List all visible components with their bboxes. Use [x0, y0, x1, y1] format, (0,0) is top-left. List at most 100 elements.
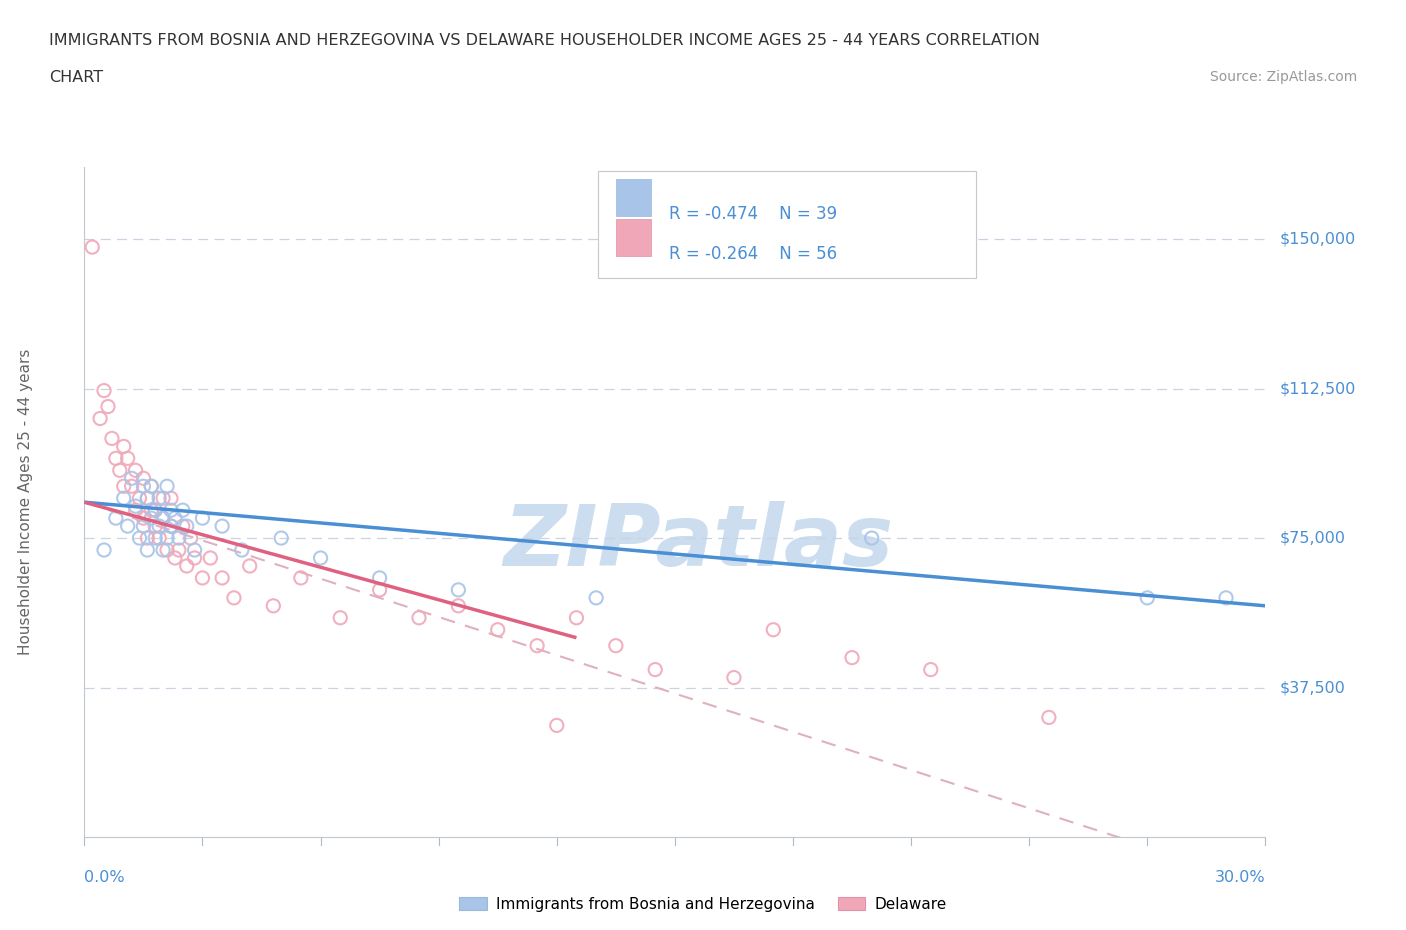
Point	[121, 471, 143, 485]
Point	[89, 411, 111, 426]
Point	[160, 491, 183, 506]
Point	[309, 551, 332, 565]
Text: Source: ZipAtlas.com: Source: ZipAtlas.com	[1209, 70, 1357, 84]
Text: ZIPatlas: ZIPatlas	[503, 501, 894, 584]
Point	[148, 531, 170, 546]
Point	[920, 662, 942, 677]
Point	[117, 519, 139, 534]
Point	[152, 511, 174, 525]
Point	[132, 519, 155, 534]
Point	[136, 542, 159, 557]
Text: $112,500: $112,500	[1279, 381, 1355, 396]
FancyBboxPatch shape	[616, 179, 651, 216]
Point	[183, 551, 205, 565]
Point	[329, 610, 352, 625]
Point	[156, 479, 179, 494]
Point	[860, 531, 883, 546]
Point	[231, 542, 253, 557]
Point	[167, 531, 190, 546]
Point	[239, 559, 262, 574]
FancyBboxPatch shape	[598, 171, 976, 278]
FancyBboxPatch shape	[616, 219, 651, 256]
Point	[1038, 710, 1060, 724]
Point	[211, 519, 233, 534]
Point	[141, 479, 163, 494]
Point	[124, 463, 146, 478]
Point	[447, 582, 470, 597]
Point	[143, 531, 166, 546]
Point	[526, 638, 548, 653]
Text: R = -0.264    N = 56: R = -0.264 N = 56	[669, 246, 837, 263]
Point	[148, 519, 170, 534]
Point	[152, 542, 174, 557]
Point	[191, 570, 214, 585]
Point	[141, 479, 163, 494]
Point	[565, 610, 588, 625]
Point	[104, 451, 127, 466]
Point	[222, 591, 245, 605]
Point	[132, 479, 155, 494]
Point	[176, 519, 198, 534]
Point	[132, 511, 155, 525]
Point	[546, 718, 568, 733]
Point	[104, 511, 127, 525]
Text: $150,000: $150,000	[1279, 232, 1355, 246]
Text: 30.0%: 30.0%	[1215, 870, 1265, 885]
Point	[152, 511, 174, 525]
Point	[136, 491, 159, 506]
Point	[644, 662, 666, 677]
Point	[176, 559, 198, 574]
Point	[128, 531, 150, 546]
Point	[148, 491, 170, 506]
Text: $37,500: $37,500	[1279, 680, 1346, 695]
Point	[408, 610, 430, 625]
Point	[97, 399, 120, 414]
Point	[136, 491, 159, 506]
Point	[200, 551, 222, 565]
Point	[368, 570, 391, 585]
Point	[262, 598, 284, 613]
Point	[1136, 591, 1159, 605]
Point	[93, 383, 115, 398]
Point	[117, 451, 139, 466]
Point	[1215, 591, 1237, 605]
Point	[136, 531, 159, 546]
Point	[82, 240, 104, 255]
Text: IMMIGRANTS FROM BOSNIA AND HERZEGOVINA VS DELAWARE HOUSEHOLDER INCOME AGES 25 - : IMMIGRANTS FROM BOSNIA AND HERZEGOVINA V…	[49, 33, 1040, 47]
Point	[762, 622, 785, 637]
Point	[160, 519, 183, 534]
Point	[141, 511, 163, 525]
Point	[152, 491, 174, 506]
Point	[163, 551, 186, 565]
Point	[211, 570, 233, 585]
Point	[121, 479, 143, 494]
Text: 0.0%: 0.0%	[84, 870, 125, 885]
Point	[172, 503, 194, 518]
Point	[183, 542, 205, 557]
Point	[108, 463, 131, 478]
Point	[167, 542, 190, 557]
Point	[141, 503, 163, 518]
Point	[160, 503, 183, 518]
Text: $75,000: $75,000	[1279, 531, 1346, 546]
Point	[143, 519, 166, 534]
Text: CHART: CHART	[49, 70, 103, 85]
Point	[447, 598, 470, 613]
Point	[160, 519, 183, 534]
Point	[128, 491, 150, 506]
Point	[101, 431, 124, 445]
Legend: Immigrants from Bosnia and Herzegovina, Delaware: Immigrants from Bosnia and Herzegovina, …	[453, 890, 953, 918]
Point	[290, 570, 312, 585]
Point	[368, 582, 391, 597]
Point	[143, 503, 166, 518]
Point	[191, 511, 214, 525]
Text: R = -0.474    N = 39: R = -0.474 N = 39	[669, 206, 837, 223]
Point	[112, 491, 135, 506]
Point	[93, 542, 115, 557]
Point	[605, 638, 627, 653]
Point	[270, 531, 292, 546]
Point	[723, 671, 745, 685]
Point	[486, 622, 509, 637]
Point	[180, 531, 202, 546]
Point	[156, 531, 179, 546]
